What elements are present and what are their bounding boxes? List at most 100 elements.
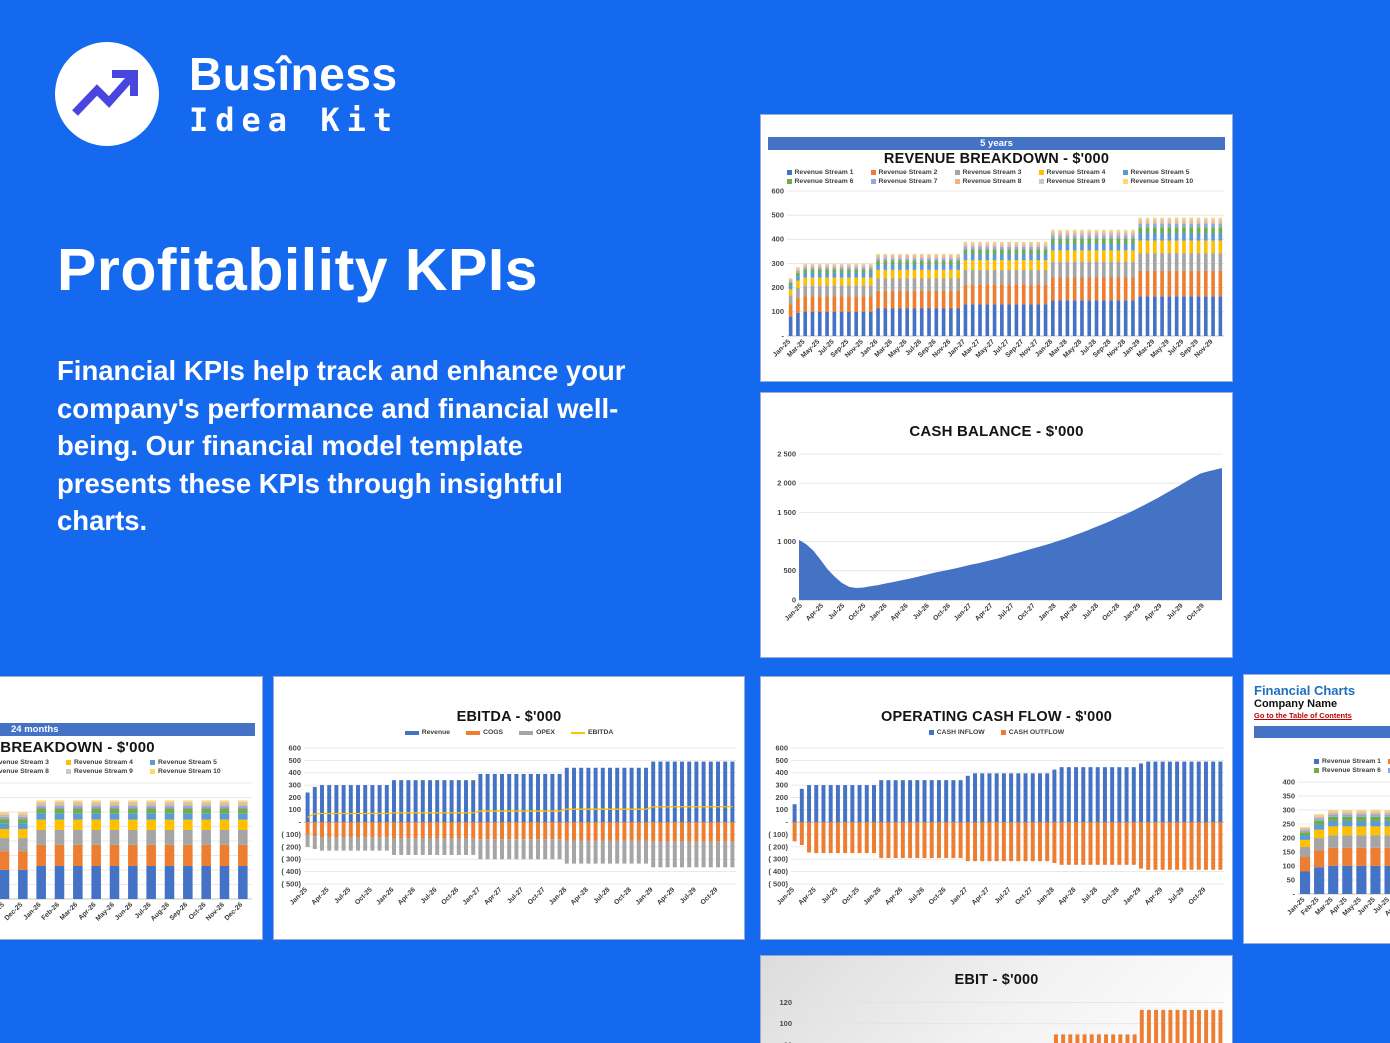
svg-text:Aug-26: Aug-26	[150, 901, 171, 922]
svg-text:Jul-28: Jul-28	[1081, 602, 1100, 621]
legend-item: Revenue	[404, 729, 450, 736]
svg-text:400: 400	[775, 768, 788, 777]
brand-logo	[55, 42, 159, 146]
svg-text:Jul-25: Jul-25	[827, 602, 846, 621]
svg-text:( 400): ( 400)	[768, 867, 788, 876]
panel-cash-balance: CASH BALANCE - $'000 2 500 2 000 1 500 1 00…	[760, 392, 1233, 658]
panel-financial-charts-sheet: Financial Charts Company Name Go to the …	[1243, 674, 1390, 944]
svg-text:Jan-26: Jan-26	[862, 886, 882, 906]
svg-text:Apr-25: Apr-25	[310, 886, 330, 906]
trending-up-arrow-icon	[72, 70, 138, 116]
svg-text:Jul-26: Jul-26	[912, 602, 931, 621]
legend-item: Revenue Stream 7	[1388, 767, 1390, 774]
legend-item: Revenue Stream 2	[1388, 758, 1390, 765]
legend-operating-cash-flow: CASH INFLOW CASH OUTFLOW	[761, 729, 1232, 736]
svg-text:Jul-27: Jul-27	[994, 886, 1013, 905]
svg-text:( 400): ( 400)	[281, 867, 301, 876]
svg-text:-: -	[1293, 889, 1296, 898]
svg-text:2 500: 2 500	[777, 449, 796, 458]
svg-text:Jul-25: Jul-25	[333, 886, 352, 905]
svg-text:600: 600	[771, 187, 784, 195]
svg-text:50: 50	[1287, 875, 1295, 884]
svg-text:Oct-29: Oct-29	[1187, 886, 1207, 906]
page-description: Financial KPIs help track and enhance yo…	[57, 355, 626, 536]
svg-text:Jan-27: Jan-27	[949, 886, 969, 906]
fc-revenue-chart: 400 350 300 250 200 150 100 50- Jan-25 Feb-25 Mar-…	[1254, 776, 1390, 934]
ebitda-chart: 600 500 400 300 200 100 - ( 100) ( 200) ( 300) ( 4…	[274, 740, 744, 936]
svg-text:Jan-27: Jan-27	[953, 602, 973, 622]
svg-text:Jul-28: Jul-28	[1080, 886, 1099, 905]
svg-text:( 500): ( 500)	[281, 879, 301, 888]
legend-item: Revenue Stream 5	[1122, 169, 1207, 176]
svg-text:Jul-29: Jul-29	[1166, 602, 1185, 621]
svg-text:120: 120	[779, 998, 792, 1007]
panel-ebit: EBIT - $'000 120 100 80	[760, 955, 1233, 1043]
svg-text:Jan-28: Jan-28	[1036, 886, 1056, 906]
svg-text:Apr-29: Apr-29	[1143, 602, 1163, 622]
legend-item: CASH OUTFLOW	[1000, 729, 1064, 736]
legend-item: Revenue Stream 8	[0, 768, 49, 775]
svg-text:Jan-28: Jan-28	[548, 886, 568, 906]
svg-text:100: 100	[288, 805, 301, 814]
legend-item: Revenue Stream 8	[954, 178, 1039, 185]
panel-revenue-breakdown-5y: 5 years REVENUE BREAKDOWN - $'000 Revenu…	[760, 114, 1233, 382]
revenue-breakdown-24m-chart: 40035030025020015010050-Jan-25Feb-25Mar-…	[0, 779, 262, 935]
operating-cash-flow-chart: 600 500 400 300 200 100 - ( 100) ( 200) ( 300) ( 4…	[761, 740, 1232, 936]
svg-text:200: 200	[1282, 833, 1295, 842]
panel-operating-cash-flow: OPERATING CASH FLOW - $'000 CASH INFLOW C…	[760, 676, 1233, 940]
period-badge-5-years: 5 years	[768, 137, 1225, 150]
svg-text:Jun-26: Jun-26	[114, 901, 135, 922]
svg-text:Apr-26: Apr-26	[884, 886, 904, 906]
svg-text:Sep-26: Sep-26	[169, 901, 190, 922]
legend-item: Revenue Stream 6	[1314, 767, 1388, 774]
svg-text:Jul-26: Jul-26	[907, 886, 926, 905]
svg-text:Dec-26: Dec-26	[224, 901, 245, 922]
svg-text:Dec-25: Dec-25	[4, 901, 25, 922]
svg-text:Jan-29: Jan-29	[1122, 886, 1142, 906]
svg-text:Apr-28: Apr-28	[1059, 602, 1079, 622]
svg-text:300: 300	[1282, 805, 1295, 814]
svg-text:Oct-25: Oct-25	[354, 886, 374, 906]
svg-text:( 300): ( 300)	[281, 855, 301, 864]
svg-text:Oct-25: Oct-25	[847, 602, 867, 622]
svg-text:Oct-25: Oct-25	[841, 886, 861, 906]
legend-item: Revenue Stream 1	[786, 169, 871, 176]
svg-text:Oct-27: Oct-27	[1014, 886, 1034, 906]
svg-text:300: 300	[775, 780, 788, 789]
svg-text:Oct-28: Oct-28	[613, 886, 633, 906]
sheet-heading: Financial Charts	[1254, 683, 1356, 698]
revenue-breakdown-5y-chart: 600 500 400 300 200 100- Jan-25 Mar-25 May-25 Jul…	[761, 186, 1232, 372]
brand: Busîness Idea Kit	[55, 42, 399, 146]
svg-text:Apr-26: Apr-26	[890, 602, 910, 622]
svg-text:Apr-28: Apr-28	[570, 886, 590, 906]
svg-text:Jan-26: Jan-26	[22, 901, 42, 921]
svg-text:( 100): ( 100)	[768, 830, 788, 839]
svg-text:Jul-27: Jul-27	[997, 602, 1016, 621]
svg-text:600: 600	[775, 743, 788, 752]
svg-text:350: 350	[1282, 791, 1295, 800]
legend-item: Revenue Stream 10	[150, 768, 234, 775]
svg-text:Nov-26: Nov-26	[205, 901, 226, 922]
svg-text:Oct-26: Oct-26	[928, 886, 948, 906]
svg-text:100: 100	[771, 307, 784, 316]
svg-text:Oct-27: Oct-27	[1017, 602, 1037, 622]
svg-text:100: 100	[775, 805, 788, 814]
svg-text:Jan-29: Jan-29	[1122, 602, 1142, 622]
svg-text:Apr-25: Apr-25	[797, 886, 817, 906]
svg-text:Jan-25: Jan-25	[784, 602, 804, 622]
company-name: Company Name	[1254, 698, 1338, 710]
svg-text:Oct-28: Oct-28	[1101, 886, 1121, 906]
legend-item: Revenue Stream 7	[870, 178, 955, 185]
svg-text:300: 300	[288, 780, 301, 789]
svg-text:Oct-29: Oct-29	[1186, 602, 1206, 622]
svg-text:Apr-29: Apr-29	[656, 886, 676, 906]
svg-text:Jan-26: Jan-26	[375, 886, 395, 906]
svg-text:-: -	[786, 818, 789, 827]
svg-text:500: 500	[288, 756, 301, 765]
table-of-contents-link[interactable]: Go to the Table of Contents	[1254, 711, 1352, 720]
svg-text:( 200): ( 200)	[281, 842, 301, 851]
page-title: Profitability KPIs	[57, 237, 539, 303]
svg-text:200: 200	[775, 793, 788, 802]
